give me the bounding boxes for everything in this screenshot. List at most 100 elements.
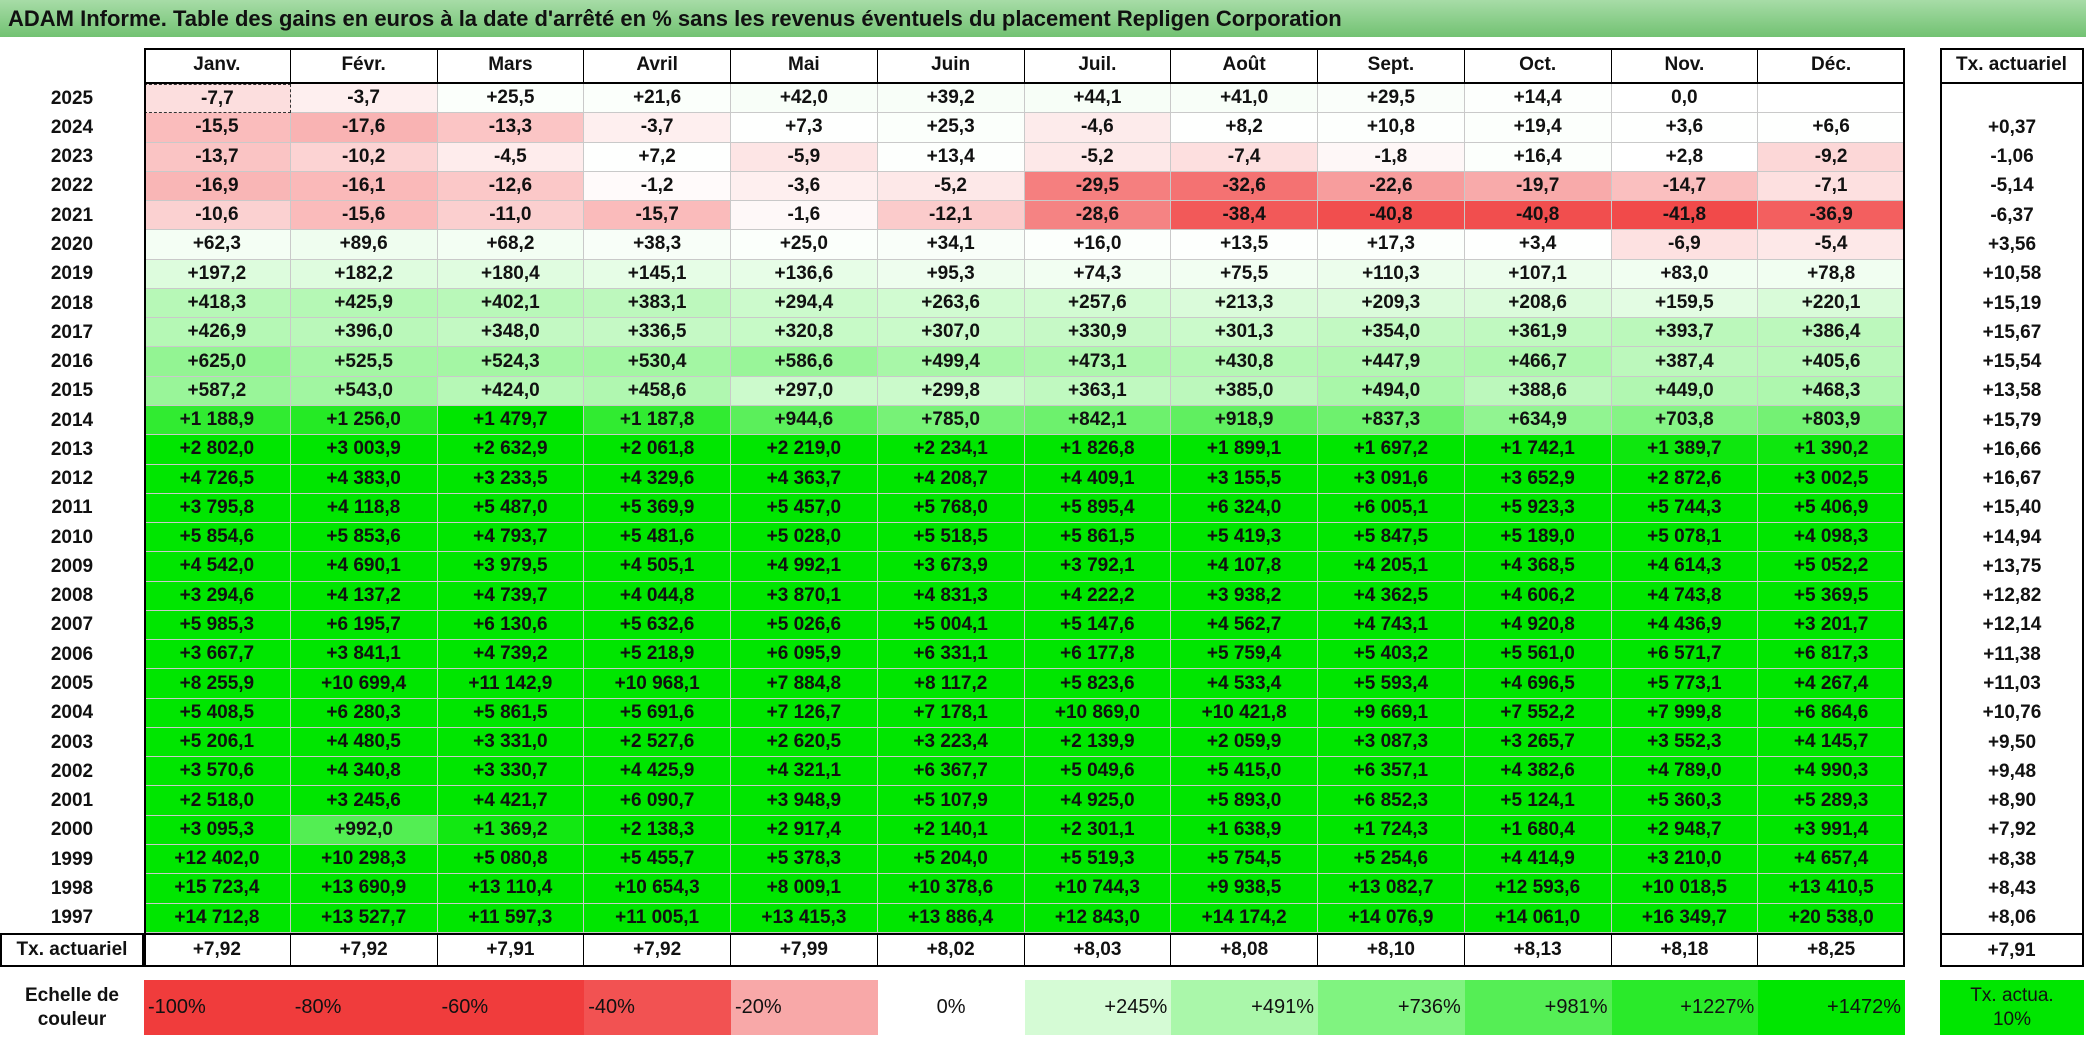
cell: +393,7: [1611, 318, 1759, 348]
cell: 0,0: [1611, 84, 1759, 114]
cell: +4 098,3: [1758, 523, 1905, 553]
year-label: 1999: [50, 848, 94, 870]
cell: +15 723,4: [144, 874, 291, 904]
cell: +3 948,9: [731, 786, 878, 816]
cell: +837,3: [1318, 405, 1465, 436]
cell: -19,7: [1464, 171, 1612, 202]
cell: +2 139,9: [1024, 727, 1172, 758]
tx-cell: +12,14: [1982, 614, 2042, 636]
cell: +301,3: [1171, 318, 1318, 348]
footer-cell: +7,92: [290, 932, 438, 967]
scale-step: -80%: [290, 980, 438, 1035]
column-header: Oct.: [1464, 48, 1612, 84]
cell: +7 126,7: [731, 698, 878, 728]
cell: +8 117,2: [877, 669, 1025, 699]
cell: +3,6: [1611, 113, 1759, 143]
cell: +7 552,2: [1464, 698, 1612, 728]
cell: +4 362,5: [1318, 581, 1465, 611]
cell: +5 487,0: [437, 493, 585, 524]
year-label: 2004: [50, 702, 94, 724]
cell: +4 793,7: [437, 523, 585, 553]
cell: +4 329,6: [584, 464, 731, 494]
tx-cell: -6,37: [1990, 204, 2034, 226]
cell: -28,6: [1024, 201, 1172, 231]
cell: +4 743,8: [1611, 581, 1759, 611]
cell: +5 593,4: [1318, 669, 1465, 699]
cell: +10 654,3: [584, 874, 731, 904]
cell: +16,0: [1024, 230, 1172, 260]
cell: +4 363,7: [731, 464, 878, 494]
cell: -1,2: [584, 171, 731, 202]
tx-cell: +3,56: [1987, 233, 2037, 255]
column-header: Févr.: [290, 48, 438, 84]
cell: -12,1: [877, 201, 1025, 231]
cell: -5,2: [1024, 142, 1172, 172]
cell: +425,9: [290, 288, 438, 319]
cell: -16,1: [290, 171, 438, 202]
cell: -3,6: [731, 171, 878, 202]
tx-cell: +13,58: [1982, 380, 2042, 402]
cell: +6 177,8: [1024, 640, 1172, 670]
cell: +5 519,3: [1024, 845, 1172, 875]
cell: +12 402,0: [144, 845, 291, 875]
tx-cell: +11,03: [1983, 673, 2041, 695]
scale-step: +1472%: [1758, 980, 1905, 1035]
cell: +13 886,4: [877, 903, 1025, 933]
cell: +3 233,5: [437, 464, 585, 494]
cell: +3 673,9: [877, 552, 1025, 582]
cell: -15,7: [584, 201, 731, 231]
cell: +4 137,2: [290, 581, 438, 611]
year-label: 2021: [50, 204, 94, 226]
tx-cell: +8,90: [1987, 790, 2037, 812]
cell: +16,4: [1464, 142, 1612, 172]
cell: +2 872,6: [1611, 464, 1759, 494]
cell: +4 562,7: [1171, 610, 1318, 641]
cell: +2 061,8: [584, 435, 731, 465]
tx-cell: +15,79: [1982, 409, 2042, 431]
scale-step: +736%: [1318, 980, 1465, 1035]
cell: +42,0: [731, 84, 878, 114]
cell: +447,9: [1318, 347, 1465, 377]
cell: +14 061,0: [1464, 903, 1612, 933]
cell: +5 754,5: [1171, 845, 1318, 875]
cell: -13,3: [437, 113, 585, 143]
cell: +5 861,5: [1024, 523, 1172, 553]
cell: +3 091,6: [1318, 464, 1465, 494]
cell: +4 145,7: [1758, 727, 1905, 758]
cell: +3 002,5: [1758, 464, 1905, 494]
cell: +11 142,9: [437, 669, 585, 699]
cell: +5 147,6: [1024, 610, 1172, 641]
cell: +13 110,4: [437, 874, 585, 904]
tx-cell: -1,06: [1990, 146, 2034, 168]
cell: +5 518,5: [877, 523, 1025, 553]
footer-cell: +8,03: [1024, 932, 1172, 967]
scale-step: -100%: [144, 980, 291, 1035]
tx-cell: +16,67: [1982, 468, 2042, 490]
cell: +4 657,4: [1758, 845, 1905, 875]
cell: +4 542,0: [144, 552, 291, 582]
cell: +14 174,2: [1171, 903, 1318, 933]
cell: +208,6: [1464, 288, 1612, 319]
cell: +5 403,2: [1318, 640, 1465, 670]
cell: +4 831,3: [877, 581, 1025, 611]
column-header: Juil.: [1024, 48, 1172, 84]
cell: +6 005,1: [1318, 493, 1465, 524]
cell: +7 178,1: [877, 698, 1025, 728]
cell: +494,0: [1318, 376, 1465, 406]
cell: -7,7: [144, 84, 291, 114]
cell: +180,4: [437, 259, 585, 289]
year-label: 2017: [50, 321, 94, 343]
cell: -3,7: [584, 113, 731, 143]
cell: +3 265,7: [1464, 727, 1612, 758]
cell: +1 638,9: [1171, 815, 1318, 846]
cell: +4 425,9: [584, 757, 731, 787]
cell: +10 298,3: [290, 845, 438, 875]
cell: +3 841,1: [290, 640, 438, 670]
cell: +8 255,9: [144, 669, 291, 699]
cell: +6 357,1: [1318, 757, 1465, 787]
footer-label: Tx. actuariel: [0, 932, 144, 967]
cell: +3 294,6: [144, 581, 291, 611]
year-label: 2009: [50, 555, 94, 577]
cell: +10 421,8: [1171, 698, 1318, 728]
year-label: 2010: [50, 526, 94, 548]
